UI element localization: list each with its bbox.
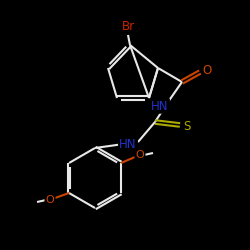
- Text: O: O: [202, 64, 211, 76]
- Text: HN: HN: [151, 100, 169, 112]
- Text: O: O: [46, 195, 54, 205]
- Text: O: O: [136, 150, 144, 160]
- Text: S: S: [183, 120, 191, 132]
- Text: Br: Br: [122, 20, 134, 32]
- Text: HN: HN: [119, 138, 137, 151]
